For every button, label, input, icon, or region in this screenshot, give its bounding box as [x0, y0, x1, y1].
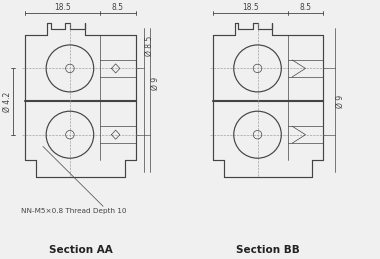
Text: Section BB: Section BB — [236, 245, 300, 255]
Text: Ø 4.2: Ø 4.2 — [3, 91, 12, 112]
Text: NN-M5×0.8 Thread Depth 10: NN-M5×0.8 Thread Depth 10 — [21, 208, 127, 214]
Text: Ø 8.5: Ø 8.5 — [145, 35, 154, 56]
Text: Ø 9: Ø 9 — [336, 95, 345, 108]
Text: Section AA: Section AA — [49, 245, 112, 255]
Text: 8.5: 8.5 — [112, 3, 124, 12]
Text: 18.5: 18.5 — [54, 3, 71, 12]
Text: Ø 9: Ø 9 — [150, 77, 160, 90]
Text: 8.5: 8.5 — [299, 3, 312, 12]
Text: 18.5: 18.5 — [242, 3, 259, 12]
